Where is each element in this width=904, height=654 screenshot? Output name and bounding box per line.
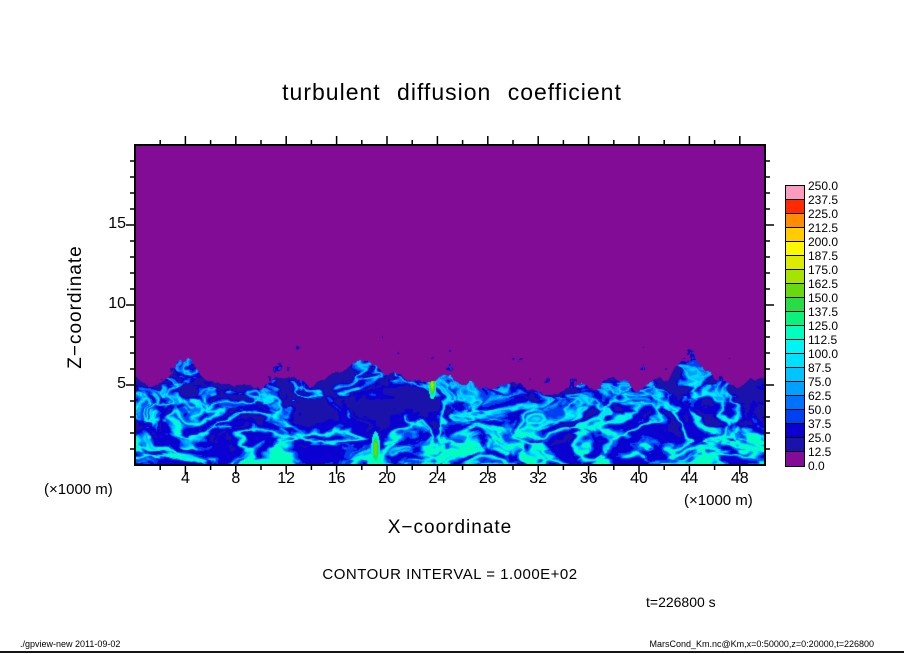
colorbar-cell xyxy=(786,382,804,396)
colorbar-cell xyxy=(786,242,804,256)
colorbar-tick-label: 175.0 xyxy=(808,263,839,277)
colorbar-tick-label: 87.5 xyxy=(808,361,832,375)
colorbar-tick-label: 137.5 xyxy=(808,305,839,319)
colorbar-tick-label: 250.0 xyxy=(808,179,839,193)
x-tick-label: 8 xyxy=(231,470,241,487)
colorbar-cell xyxy=(786,410,804,424)
colorbar-tick-label: 25.0 xyxy=(808,431,832,445)
x-axis-unit: (×1000 m) xyxy=(684,492,753,509)
colorbar-cell xyxy=(786,228,804,242)
colorbar-cell xyxy=(786,368,804,382)
window-bottom-border xyxy=(0,651,904,653)
colorbar-cell xyxy=(786,326,804,340)
y-tick-label: 15 xyxy=(108,215,126,232)
y-axis-unit: (×1000 m) xyxy=(44,481,113,498)
colorbar-cell xyxy=(786,214,804,228)
colorbar-cell xyxy=(786,396,804,410)
time-annotation: t=226800 s xyxy=(646,594,716,610)
colorbar-tick-label: 12.5 xyxy=(808,445,832,459)
x-tick-label: 20 xyxy=(378,470,396,487)
colorbar-cell xyxy=(786,298,804,312)
contour-interval-note: CONTOUR INTERVAL = 1.000E+02 xyxy=(322,566,578,583)
colorbar-tick-label: 212.5 xyxy=(808,221,839,235)
x-tick-label: 36 xyxy=(579,470,598,487)
colorbar-cell xyxy=(786,270,804,284)
colorbar-cell xyxy=(786,284,804,298)
colorbar-cell xyxy=(786,438,804,452)
colorbar-cell xyxy=(786,200,804,214)
colorbar-tick-label: 225.0 xyxy=(808,207,839,221)
colorbar-tick-label: 150.0 xyxy=(808,291,839,305)
x-tick-label: 24 xyxy=(428,470,447,487)
colorbar-tick-label: 0.0 xyxy=(808,459,825,473)
colorbar-cell xyxy=(786,340,804,354)
x-tick-label: 44 xyxy=(680,470,699,487)
colorbar-tick-label: 37.5 xyxy=(808,417,832,431)
colorbar-tick-label: 100.0 xyxy=(808,347,839,361)
footer-dataset-info: MarsCond_Km.nc@Km,x=0:50000,z=0:20000,t=… xyxy=(649,639,874,649)
colorbar xyxy=(785,185,805,467)
x-tick-label: 48 xyxy=(730,470,749,487)
x-tick-label: 40 xyxy=(630,470,648,487)
heatmap-canvas xyxy=(135,145,765,465)
footer-command-date: ./gpview-new 2011-09-02 xyxy=(20,639,121,649)
colorbar-cell xyxy=(786,186,804,200)
colorbar-cell xyxy=(786,354,804,368)
y-axis-label: Z−coordinate xyxy=(65,245,87,368)
y-tick-label: 10 xyxy=(108,295,126,312)
colorbar-cell xyxy=(786,256,804,270)
colorbar-tick-label: 112.5 xyxy=(808,333,838,347)
colorbar-tick-label: 237.5 xyxy=(808,193,839,207)
x-axis-label: X−coordinate xyxy=(387,517,513,538)
y-axis-label-text: Z−coordinate xyxy=(65,245,86,369)
x-tick-label: 16 xyxy=(327,470,346,487)
x-tick-label: 32 xyxy=(529,470,548,487)
colorbar-tick-label: 187.5 xyxy=(808,249,839,263)
colorbar-tick-label: 200.0 xyxy=(808,235,839,249)
x-tick-label: 12 xyxy=(277,470,296,487)
colorbar-cell xyxy=(786,424,804,438)
colorbar-tick-label: 75.0 xyxy=(808,375,832,389)
colorbar-tick-label: 125.0 xyxy=(808,319,839,333)
colorbar-tick-label: 50.0 xyxy=(808,403,832,417)
colorbar-tick-label: 62.5 xyxy=(808,389,832,403)
colorbar-cell xyxy=(786,312,804,326)
plot-title: turbulent diffusion coefficient xyxy=(282,79,622,105)
x-tick-label: 4 xyxy=(180,470,190,487)
colorbar-tick-label: 162.5 xyxy=(808,277,839,291)
x-tick-label: 28 xyxy=(478,470,497,487)
y-tick-label: 5 xyxy=(117,375,126,392)
colorbar-cell xyxy=(786,452,804,466)
